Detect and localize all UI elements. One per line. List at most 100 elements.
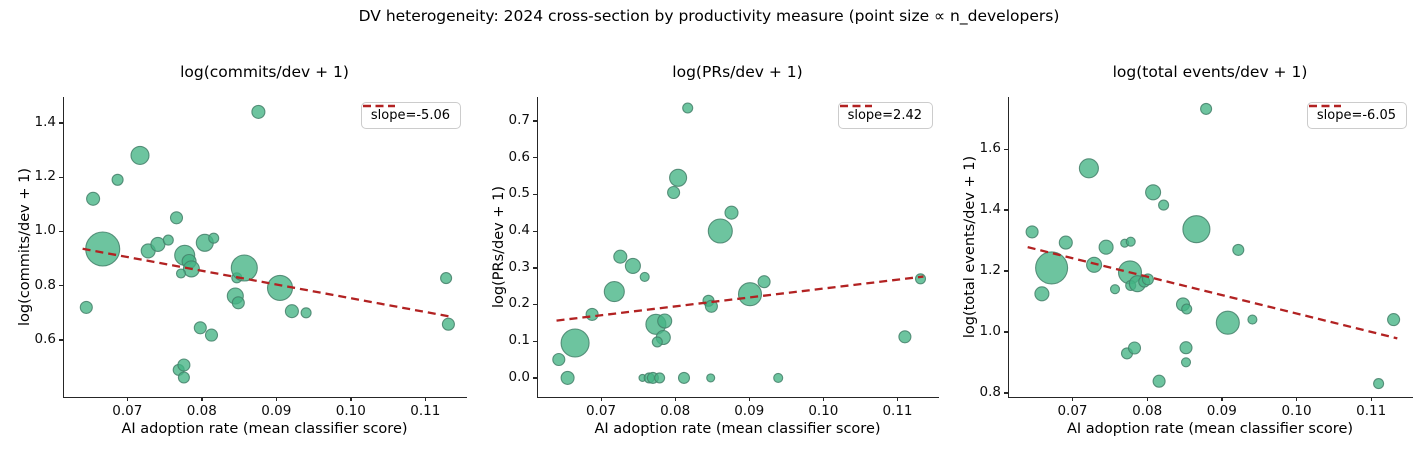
x-tick: [600, 397, 602, 401]
scatter-point: [677, 371, 691, 384]
panel1-y-axis-label: log(commits/dev + 1): [17, 168, 33, 326]
scatter-point: [1109, 284, 1121, 295]
scatter-plot-canvas: [1025, 102, 1401, 390]
scatter-point: [169, 211, 184, 225]
x-tick-label: 0.10: [335, 403, 366, 419]
scatter-point: [1086, 256, 1103, 273]
panel1-title: log(commits/dev + 1): [180, 63, 349, 81]
panel2-legend: slope=2.42: [837, 102, 933, 129]
panel3-legend-label: slope=-6.05: [1316, 108, 1396, 123]
scatter-point: [914, 273, 927, 285]
y-tick-label: 1.2: [979, 261, 1001, 278]
y-tick-label: 1.6: [979, 140, 1001, 157]
scatter-point: [1232, 243, 1245, 256]
panel2-title: log(PRs/dev + 1): [672, 63, 803, 81]
scatter-point: [1152, 374, 1166, 388]
panel1-legend-label: slope=-5.06: [370, 108, 450, 123]
scatter-point: [230, 254, 258, 282]
scatter-point: [651, 336, 663, 348]
scatter-plot-canvas: [79, 104, 455, 384]
y-tick-label: 0.4: [508, 222, 530, 239]
scatter-point: [1125, 236, 1136, 247]
y-tick-label: 1.4: [979, 200, 1001, 217]
x-tick: [748, 397, 751, 401]
panel2-y-axis-label: log(PRs/dev + 1): [491, 186, 507, 308]
scatter-point: [1078, 158, 1099, 179]
scatter-point: [300, 307, 312, 319]
x-tick-label: 0.10: [808, 403, 839, 419]
scatter-point: [1387, 313, 1401, 327]
scatter-point: [1034, 286, 1050, 302]
y-tick-label: 1.2: [34, 168, 56, 185]
x-tick-label: 0.07: [585, 403, 617, 419]
panel1-legend: slope=-5.06: [360, 102, 461, 129]
panel3-y-axis-label: log(total events/dev + 1): [962, 155, 978, 339]
trend-line-legend-sample: [362, 104, 395, 108]
x-tick-label: 0.08: [660, 403, 691, 419]
x-tick-label: 0.11: [1356, 403, 1387, 419]
x-tick: [1370, 397, 1372, 401]
x-tick: [275, 397, 278, 401]
trend-line: [82, 247, 452, 318]
y-tick: [532, 377, 537, 379]
scatter-point: [667, 185, 681, 200]
scatter-point: [706, 373, 716, 383]
x-tick: [126, 397, 129, 401]
panel2-plot-area: slope=2.42 0.07 0.08 0.09 0.10 0.11 0.0 0.1 0.2…: [509, 97, 939, 419]
y-tick-label: 0.6: [34, 330, 56, 347]
scatter-point: [1158, 199, 1170, 211]
trend-line: [556, 275, 924, 322]
y-tick: [58, 122, 63, 124]
trend-line-legend-sample: [839, 104, 872, 108]
x-tick: [201, 397, 203, 401]
scatter-point: [284, 304, 299, 319]
x-tick: [424, 397, 427, 401]
scatter-point: [773, 372, 784, 383]
panel3-title: log(total events/dev + 1): [1112, 63, 1308, 81]
y-tick: [1003, 148, 1008, 150]
scatter-point: [552, 352, 566, 367]
scatter-point: [204, 328, 219, 342]
x-tick: [1296, 397, 1298, 401]
x-tick-label: 0.08: [1132, 403, 1163, 419]
scatter-point: [208, 232, 220, 244]
panel1-x-axis-label: AI adoption rate (mean classifier score): [121, 421, 408, 437]
panel2-x-axis-label: AI adoption rate (mean classifier score): [594, 421, 881, 437]
x-tick: [674, 397, 676, 401]
panel1-plot-area: slope=-5.06 0.07 0.08 0.09 0.10 0.11 0.6 0.8 1.…: [35, 97, 467, 419]
scatter-point: [85, 231, 121, 267]
y-tick: [532, 157, 537, 159]
scatter-point: [1127, 341, 1142, 355]
y-tick: [532, 340, 537, 342]
y-tick-label: 1.4: [34, 113, 56, 130]
x-tick-label: 0.09: [734, 403, 765, 419]
x-tick: [896, 397, 899, 401]
scatter-point: [1200, 102, 1213, 115]
scatter-point: [657, 313, 673, 329]
x-tick: [1146, 397, 1148, 401]
scatter-point: [585, 307, 599, 321]
scatter-point: [86, 191, 101, 206]
scatter-point: [440, 272, 453, 285]
x-tick: [1071, 397, 1074, 401]
trend-line: [1027, 246, 1398, 340]
scatter-point: [682, 102, 694, 114]
y-tick-label: 0.0: [508, 368, 530, 385]
y-tick: [58, 339, 63, 341]
y-tick-label: 0.5: [508, 185, 530, 202]
scatter-point: [1145, 184, 1162, 201]
y-tick-label: 0.7: [508, 111, 530, 128]
y-tick: [532, 303, 537, 306]
x-tick-label: 0.08: [186, 403, 217, 419]
scatter-point: [654, 372, 666, 384]
scatter-point: [1247, 314, 1258, 325]
y-tick: [58, 176, 63, 178]
y-tick: [532, 193, 537, 196]
scatter-point: [898, 330, 912, 344]
panel3-plot-area: slope=-6.05 0.07 0.08 0.09 0.10 0.11 0.8 1.0 1.…: [980, 97, 1413, 419]
scatter-point: [669, 168, 688, 187]
scatter-point: [1180, 357, 1192, 368]
scatter-point: [231, 296, 245, 310]
scatter-point: [177, 371, 190, 384]
